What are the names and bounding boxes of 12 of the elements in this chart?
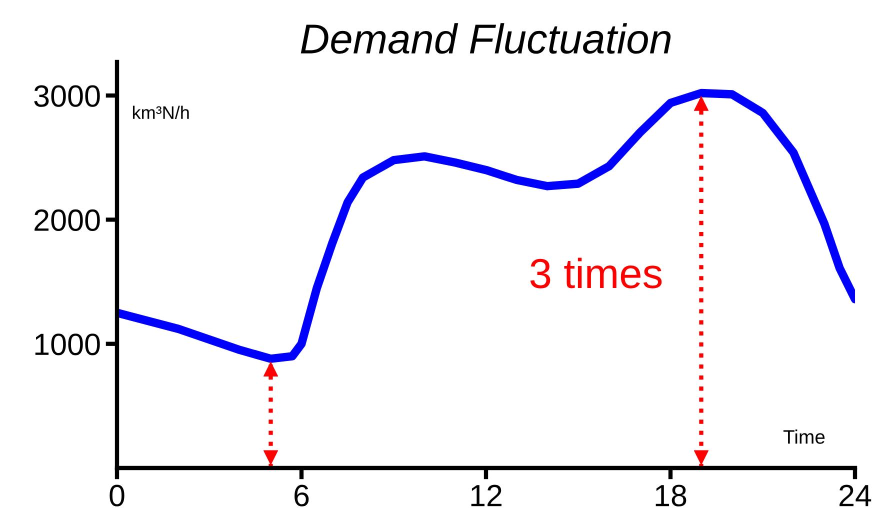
x-tick-label: 12	[471, 484, 502, 506]
x-tick-label: 6	[294, 484, 309, 506]
y-tick-label: 3000	[34, 85, 100, 107]
x-tick-label: 18	[656, 484, 686, 506]
annotation: 3 times	[530, 258, 662, 288]
chart-title: Demand Fluctuation	[300, 23, 671, 54]
y-tick-label: 1000	[35, 334, 100, 356]
x-tick-label: 0	[110, 484, 124, 506]
y-tick-label: 2000	[34, 209, 100, 232]
x-tick-label: 24	[840, 484, 872, 506]
y-axis-title: km³N/h	[132, 106, 189, 120]
x-axis-title: Time	[783, 430, 825, 444]
